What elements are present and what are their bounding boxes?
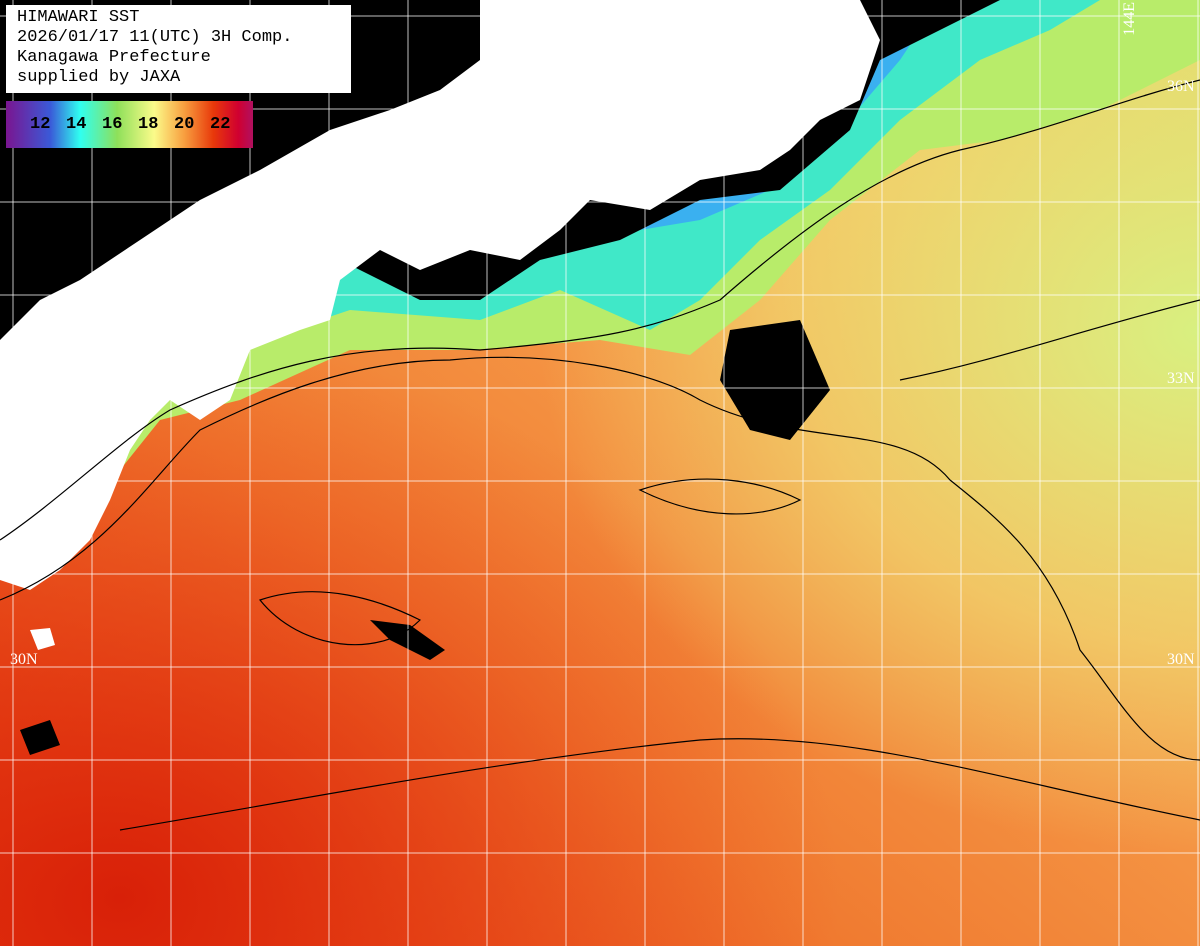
title-box: HIMAWARI SST 2026/01/17 11(UTC) 3H Comp.… (6, 5, 351, 93)
lat-label-33n-west: 33N (10, 370, 38, 387)
lat-label-33n-east: 33N (1167, 370, 1195, 387)
title-line-datetime: 2026/01/17 11(UTC) 3H Comp. (17, 28, 293, 47)
title-line-credit: supplied by JAXA (17, 68, 181, 87)
lat-label-30n-east: 30N (1167, 651, 1195, 668)
colorbar-tick: 22 (210, 115, 231, 134)
lat-label-30n-west: 30N (10, 651, 38, 668)
cloud-mask-4 (20, 720, 60, 755)
land-island-south (30, 628, 55, 650)
colorbar-tick: 20 (174, 115, 195, 134)
lon-label-144e: 144E (1121, 2, 1138, 36)
title-line-product: HIMAWARI SST (17, 8, 140, 27)
contour-18 (0, 79, 1200, 541)
colorbar-tick: 12 (30, 115, 51, 134)
title-line-org: Kanagawa Prefecture (17, 48, 211, 67)
land-japan (0, 0, 880, 590)
lon-label-136e: 136E (482, 2, 499, 36)
color-scale-legend: 12 14 16 18 20 22 (6, 101, 253, 148)
colorbar-tick: 14 (66, 115, 87, 134)
colorbar-tick: 18 (138, 115, 159, 134)
colorbar-tick: 16 (102, 115, 123, 134)
lat-label-36n: 36N (1167, 78, 1195, 95)
contour-20 (0, 356, 1200, 831)
